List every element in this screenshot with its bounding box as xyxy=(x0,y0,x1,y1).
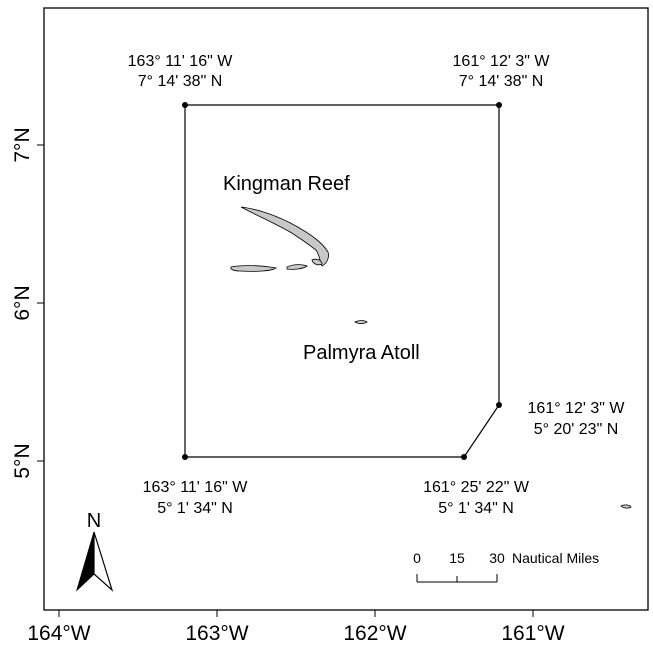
scale-tick-15: 15 xyxy=(449,550,465,566)
map-frame xyxy=(43,7,649,611)
palmyra-atoll-label: Palmyra Atoll xyxy=(303,342,420,364)
north-arrow-icon xyxy=(76,531,114,592)
y-tick-label-6n: 6°N xyxy=(11,285,34,320)
y-axis xyxy=(37,144,44,462)
x-tick-label-161w: 161°W xyxy=(501,622,564,645)
vertex-s xyxy=(461,454,467,460)
kingman-reef-label: Kingman Reef xyxy=(223,173,350,195)
corner-nw-lon: 163° 11' 16" W xyxy=(128,53,234,70)
x-axis xyxy=(58,610,534,617)
x-tick-label-162w: 162°W xyxy=(343,622,406,645)
kingman-reef-shape xyxy=(230,206,329,272)
corner-ne-lon: 161° 12' 3" W xyxy=(453,53,551,70)
boundary-polygon xyxy=(184,104,500,458)
north-arrow-label: N xyxy=(87,510,101,532)
scale-tick-30: 30 xyxy=(489,550,505,566)
x-tick-label-164w: 164°W xyxy=(27,622,90,645)
vertex-nw xyxy=(182,102,188,108)
small-island-shape xyxy=(620,504,632,509)
vertex-ne xyxy=(496,102,502,108)
vertex-sw xyxy=(182,454,188,460)
corner-sw-lon: 163° 11' 16" W xyxy=(143,479,249,496)
corner-ne-lat: 7° 14' 38" N xyxy=(459,73,544,90)
y-tick-label-5n: 5°N xyxy=(11,443,34,478)
palmyra-atoll-shape xyxy=(354,320,368,324)
corner-se-lon: 161° 12' 3" W xyxy=(528,400,626,417)
corner-nw-lat: 7° 14' 38" N xyxy=(138,73,223,90)
scale-unit-label: Nautical Miles xyxy=(512,550,599,566)
corner-s-lon: 161° 25' 22" W xyxy=(423,479,530,496)
vertex-se xyxy=(496,402,502,408)
corner-sw-lat: 5° 1' 34" N xyxy=(157,500,233,517)
scale-bar xyxy=(416,574,498,583)
corner-s-lat: 5° 1' 34" N xyxy=(438,500,514,517)
y-tick-label-7n: 7°N xyxy=(11,127,34,162)
x-tick-label-163w: 163°W xyxy=(185,622,248,645)
corner-se-lat: 5° 20' 23" N xyxy=(534,421,619,438)
scale-tick-0: 0 xyxy=(413,550,421,566)
